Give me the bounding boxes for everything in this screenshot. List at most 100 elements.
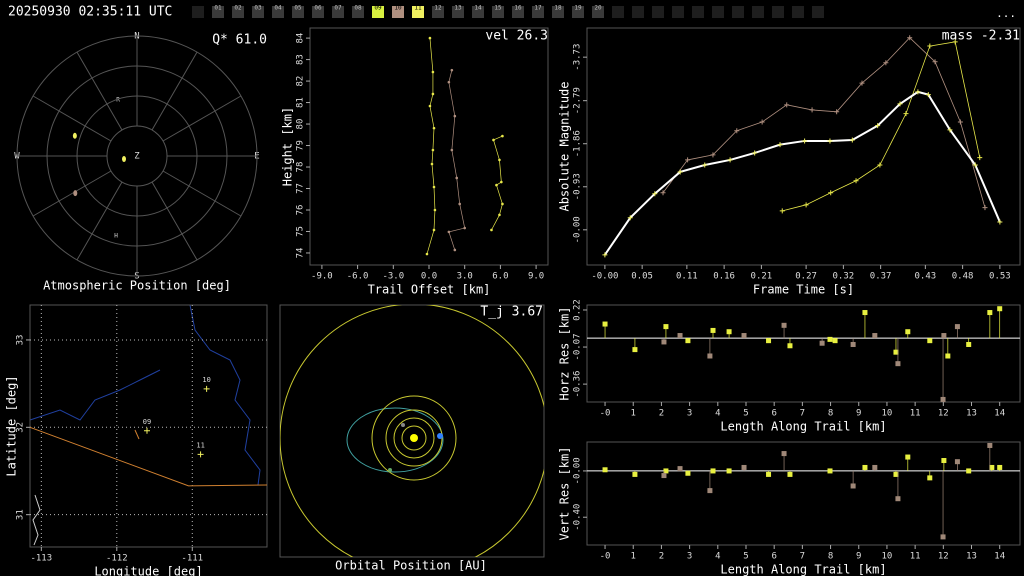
frame-box[interactable] — [272, 6, 284, 18]
y-tick-label: 32 — [16, 422, 26, 433]
frame-box[interactable] — [392, 6, 404, 18]
mag-point — [784, 102, 790, 108]
x-tick-label: -0 — [600, 552, 611, 562]
y-tick-label: -0.40 — [573, 504, 583, 531]
residual-point — [895, 496, 901, 502]
x-tick-label: 10 — [882, 552, 893, 562]
y-tick-label: 77 — [296, 183, 306, 194]
y-tick-label: 78 — [296, 162, 306, 173]
residual-point — [632, 347, 638, 353]
residual-point — [766, 338, 772, 344]
residual-point — [905, 454, 911, 460]
frame-box[interactable] — [212, 6, 224, 18]
y-tick-label: -0.93 — [573, 173, 583, 200]
residual-point — [905, 329, 911, 335]
trail-point — [492, 138, 495, 142]
residual-point — [827, 468, 833, 474]
plot-frame — [586, 304, 1021, 403]
trail-point — [453, 248, 457, 252]
x-tick-label: 1 — [631, 409, 636, 419]
x-tick-label: 1 — [631, 552, 636, 562]
x-tick-label: 3 — [687, 552, 692, 562]
x-tick-label: 9.0 — [528, 272, 544, 282]
frame-box — [672, 6, 684, 18]
frame-box[interactable] — [372, 6, 384, 18]
frame-box[interactable] — [532, 6, 544, 18]
mag-point — [702, 162, 708, 168]
orbit-ring — [401, 425, 427, 451]
frame-box — [772, 6, 784, 18]
trail-point — [500, 180, 503, 184]
mag-point — [802, 138, 808, 144]
y-tick-label: -0.07 — [573, 333, 583, 360]
frame-box[interactable] — [352, 6, 364, 18]
x-tick-label: 3.0 — [457, 272, 473, 282]
residual-point — [685, 470, 691, 476]
menu[interactable]: ... — [996, 7, 1016, 20]
residual-point — [781, 451, 787, 457]
planet — [388, 468, 392, 472]
x-axis-label: Trail Offset [km] — [368, 283, 491, 297]
polar-spoke — [151, 181, 198, 261]
frame-box[interactable] — [452, 6, 464, 18]
frame-box[interactable] — [312, 6, 324, 18]
trail-point — [430, 162, 434, 166]
residual-point — [677, 466, 683, 472]
frame-box[interactable] — [412, 6, 424, 18]
frame-label: 19 — [574, 5, 582, 12]
mag-point — [734, 128, 740, 134]
frame-box[interactable] — [232, 6, 244, 18]
plot-frame — [29, 304, 268, 548]
polar-stat: Q* 61.0 — [212, 33, 267, 48]
x-axis-label: Frame Time [s] — [753, 283, 854, 297]
residual-point — [781, 322, 787, 328]
frame-box — [732, 6, 744, 18]
residual-point — [741, 464, 747, 470]
frame-box[interactable] — [572, 6, 584, 18]
polar-spoke — [76, 181, 123, 261]
x-axis-label: Length Along Trail [km] — [720, 420, 886, 434]
trail-point — [428, 36, 432, 40]
mag-point — [827, 138, 833, 144]
sun — [410, 434, 418, 442]
frame-box[interactable] — [332, 6, 344, 18]
mag-point — [977, 155, 983, 161]
residual-point — [632, 471, 638, 477]
orbit-stat: T_j 3.67 — [480, 305, 543, 320]
frame-box[interactable] — [492, 6, 504, 18]
coast-line — [32, 494, 41, 546]
frame-box[interactable] — [512, 6, 524, 18]
frame-box[interactable] — [592, 6, 604, 18]
frame-label: 09 — [374, 5, 382, 12]
mag-point — [897, 101, 903, 107]
residual-point — [677, 333, 683, 339]
ground-track — [29, 426, 268, 487]
frame-box[interactable] — [472, 6, 484, 18]
mag-point — [859, 80, 865, 86]
residual-point — [602, 467, 608, 473]
polar-spoke — [162, 95, 242, 142]
trail-point — [450, 68, 454, 72]
frame-box[interactable] — [252, 6, 264, 18]
trail-point — [498, 158, 501, 162]
mag-point — [927, 43, 933, 49]
x-tick-label: 7 — [800, 552, 805, 562]
y-tick-label: -0.36 — [573, 371, 583, 398]
y-tick-label: -1.86 — [573, 130, 583, 157]
x-tick-label: 5 — [743, 552, 748, 562]
trail-point — [501, 202, 504, 206]
planet — [437, 433, 443, 439]
frame-box[interactable] — [552, 6, 564, 18]
residual-point — [954, 324, 960, 330]
frame-box[interactable] — [292, 6, 304, 18]
residual-point — [726, 468, 732, 474]
mag-point — [660, 190, 666, 196]
x-axis-label: Length Along Trail [km] — [720, 563, 886, 576]
station-letter: R — [116, 97, 120, 104]
x-tick-label: 0.32 — [833, 272, 855, 282]
station-label: 09 — [143, 418, 151, 426]
frame-box[interactable] — [432, 6, 444, 18]
x-tick-label: 9 — [856, 409, 861, 419]
frame-label: 12 — [434, 5, 442, 12]
